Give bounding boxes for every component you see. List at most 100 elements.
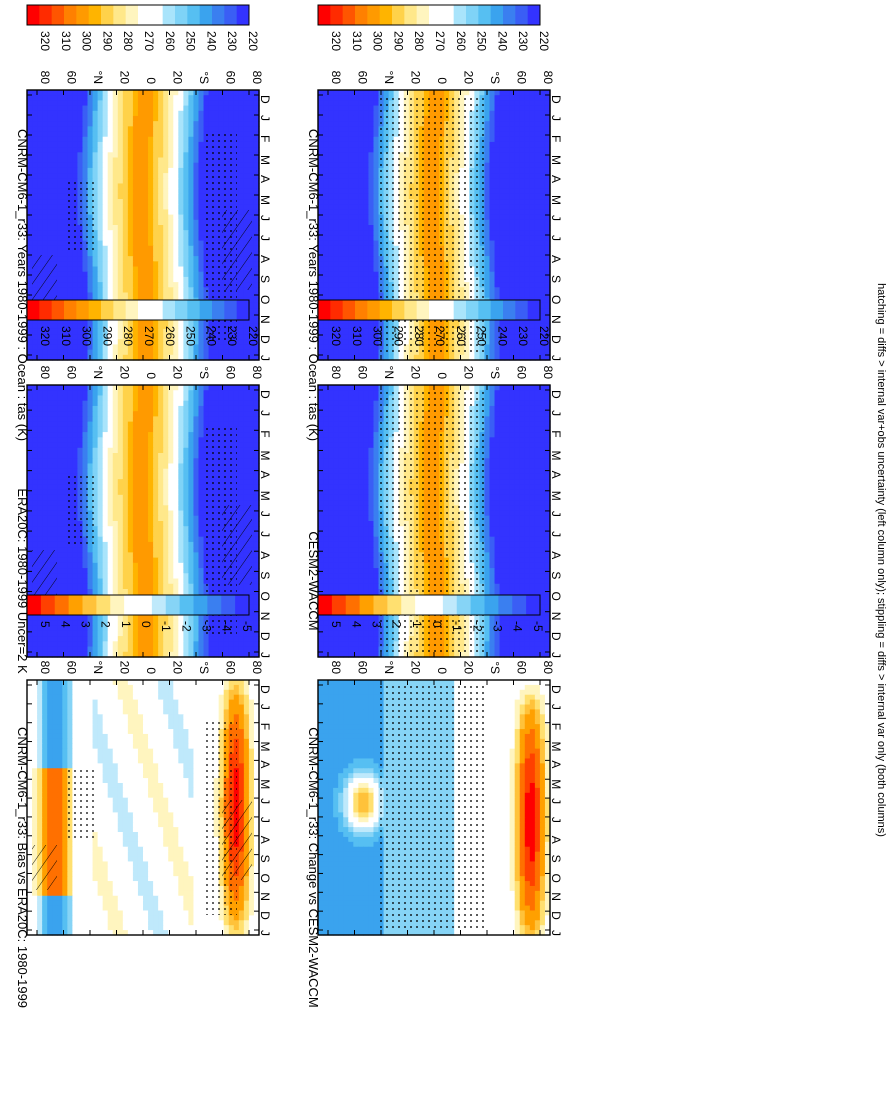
colorbar-tick-label: 5 bbox=[38, 621, 52, 628]
lat-tick-label: °S bbox=[488, 71, 502, 84]
colorbar-frame bbox=[26, 299, 250, 321]
colorbar-1: 320 310 300 290 280 270 260 250 240 230 220 bbox=[26, 4, 260, 51]
colorbar-swatch bbox=[138, 595, 153, 615]
lat-tick-label: 60 bbox=[224, 71, 238, 85]
colorbar-tick-label: 220 bbox=[537, 31, 551, 51]
colorbar-tick-label: 280 bbox=[412, 31, 426, 51]
colorbar-tick-label: -5 bbox=[240, 621, 254, 632]
lat-tick-label: 60 bbox=[356, 661, 370, 675]
colorbar-swatch bbox=[342, 300, 356, 320]
month-label: J bbox=[258, 798, 272, 804]
colorbar-swatch bbox=[76, 5, 90, 25]
month-label: J bbox=[549, 511, 563, 517]
colorbar-tick-label: 290 bbox=[391, 326, 405, 346]
colorbar-swatch bbox=[96, 595, 111, 615]
month-label: J bbox=[258, 235, 272, 241]
lat-tick-label: 80 bbox=[38, 661, 52, 675]
colorbar-swatch bbox=[151, 595, 167, 615]
colorbar-tick-label: 310 bbox=[350, 31, 364, 51]
lat-tick-label: 80 bbox=[38, 71, 52, 85]
panel-title: CESM2-WACCM bbox=[306, 531, 321, 630]
colorbar-swatch bbox=[379, 5, 393, 25]
heatmap-field bbox=[27, 680, 260, 936]
month-label: S bbox=[258, 571, 272, 579]
month-label: F bbox=[258, 723, 272, 730]
colorbar-swatch bbox=[442, 595, 458, 615]
lat-tick-label: °N bbox=[382, 661, 396, 674]
colorbar-5: 5 4 3 2 1 0 -1 -2 -3 -4 -5 bbox=[26, 594, 254, 632]
colorbar-swatch bbox=[138, 5, 151, 25]
colorbar-swatch bbox=[484, 595, 499, 615]
month-label: M bbox=[258, 155, 272, 165]
month-label: O bbox=[258, 592, 272, 601]
colorbar-3: 320 310 300 290 280 270 260 250 240 230 220 bbox=[26, 299, 260, 346]
panel-title: CNRM-CM6-1_r33: Years 1980-1999 : Ocean … bbox=[306, 129, 321, 441]
colorbar-swatch bbox=[342, 5, 356, 25]
lat-tick-label: 60 bbox=[65, 661, 79, 675]
colorbar-tick-label: 300 bbox=[371, 31, 385, 51]
colorbar-tick-label: 260 bbox=[454, 326, 468, 346]
colorbar-swatch bbox=[27, 5, 40, 25]
colorbar-swatch bbox=[490, 300, 504, 320]
colorbar-swatch bbox=[165, 595, 181, 615]
lat-tick-label: 20 bbox=[462, 71, 476, 85]
month-label: A bbox=[258, 760, 272, 768]
lat-tick-label: 80 bbox=[329, 366, 343, 380]
lat-tick-label: 20 bbox=[171, 71, 185, 85]
colorbar-tick-label: 320 bbox=[38, 31, 52, 51]
lat-tick-label: 80 bbox=[541, 366, 555, 380]
lat-tick-label: 20 bbox=[171, 661, 185, 675]
colorbar-tick-label: 290 bbox=[100, 31, 114, 51]
month-label: S bbox=[549, 275, 563, 283]
colorbar-swatch bbox=[27, 595, 42, 615]
colorbar-swatch bbox=[82, 595, 97, 615]
month-label: M bbox=[258, 742, 272, 752]
colorbar-swatch bbox=[76, 300, 90, 320]
colorbar-swatch bbox=[355, 300, 368, 320]
lat-tick-label: 20 bbox=[409, 366, 423, 380]
colorbar-tick-label: 270 bbox=[142, 31, 156, 51]
colorbar-swatch bbox=[415, 595, 430, 615]
colorbar-swatch bbox=[212, 300, 225, 320]
colorbar-tick-label: 260 bbox=[454, 31, 468, 51]
colorbar-swatch bbox=[392, 5, 405, 25]
colorbars-layer: 320 310 300 290 280 270 260 250 240 230 220 320 310 3… bbox=[26, 4, 551, 632]
lat-tick-label: °N bbox=[91, 366, 105, 379]
month-label: O bbox=[549, 873, 563, 882]
colorbar-tick-label: 250 bbox=[475, 31, 489, 51]
colorbar-swatch bbox=[318, 300, 331, 320]
colorbar-tick-label: 310 bbox=[59, 31, 73, 51]
colorbar-swatch bbox=[318, 595, 333, 615]
panel-5: 80 60 °N 20 0 20 °S 60 80DJFMAMJJASONDJCNRM-CM6-… bbox=[15, 661, 272, 1009]
colorbar-6: 5 4 3 2 1 0 -1 -2 -3 -4 -5 bbox=[317, 594, 545, 632]
colorbar-swatch bbox=[68, 595, 83, 615]
lat-tick-label: 80 bbox=[250, 71, 264, 85]
month-label: J bbox=[549, 355, 563, 361]
month-label: D bbox=[549, 95, 563, 104]
month-label: J bbox=[258, 115, 272, 121]
lat-tick-label: °N bbox=[382, 366, 396, 379]
colorbar-swatch bbox=[187, 5, 201, 25]
colorbar-tick-label: 290 bbox=[100, 326, 114, 346]
month-label: D bbox=[258, 390, 272, 399]
colorbar-tick-label: 250 bbox=[184, 31, 198, 51]
stippling bbox=[67, 770, 97, 840]
colorbar-swatch bbox=[162, 300, 176, 320]
colorbar-tick-label: -4 bbox=[220, 621, 234, 632]
colorbar-tick-label: 270 bbox=[433, 326, 447, 346]
colorbar-swatch bbox=[88, 5, 102, 25]
colorbar-swatch bbox=[404, 300, 418, 320]
lat-tick-label: 60 bbox=[515, 71, 529, 85]
lat-tick-label: °S bbox=[197, 71, 211, 84]
colorbar-swatch bbox=[187, 300, 201, 320]
panel-title: CNRM-CM6-1_r33: Bias vs ERA20C: 1980-199… bbox=[15, 727, 30, 1008]
colorbar-swatch bbox=[212, 5, 225, 25]
month-label: D bbox=[549, 335, 563, 344]
lat-tick-label: °N bbox=[91, 71, 105, 84]
colorbar-tick-label: 310 bbox=[350, 326, 364, 346]
month-label: F bbox=[258, 135, 272, 142]
month-label: O bbox=[258, 295, 272, 304]
panels-layer: 80 60 °N 20 0 20 °S 60 80DJFMAMJJASONDJCNRM-CM6-… bbox=[15, 71, 563, 1009]
colorbar-swatch bbox=[527, 5, 541, 25]
lat-tick-label: 60 bbox=[356, 71, 370, 85]
